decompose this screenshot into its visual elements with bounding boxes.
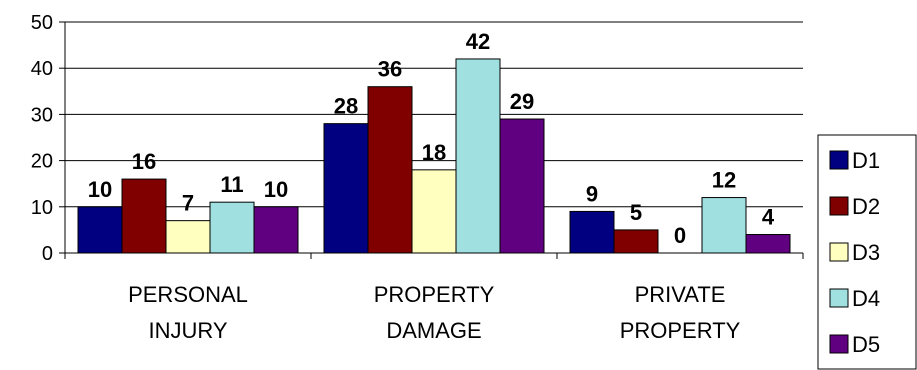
category-label: PROPERTY [620,318,741,343]
category-label: PRIVATE [635,282,726,307]
category-label: PERSONAL [128,282,248,307]
legend-label-d3: D3 [852,240,880,265]
bar-d1-cat2 [323,123,369,254]
data-label: 10 [264,177,288,202]
bar-d5-cat1 [253,206,299,254]
bar-d2-cat1 [121,178,167,254]
y-tick-label: 0 [42,243,53,265]
data-label: 4 [762,205,775,230]
y-tick-label: 10 [31,197,53,219]
data-label: 0 [674,223,686,248]
category-label: INJURY [148,318,227,343]
legend-swatch-d3 [829,242,849,262]
bar-d4-cat1 [209,201,255,254]
bar-d1-cat3 [569,210,615,254]
bar-d2-cat2 [367,86,413,254]
y-tick-label: 30 [31,104,53,126]
bar-d1-cat1 [77,206,123,254]
gridlines [65,21,803,208]
bars [77,58,791,254]
y-tick-label: 50 [31,12,53,34]
bar-d2-cat3 [613,229,659,254]
category-labels: PERSONAL INJURY PROPERTY DAMAGE PRIVATE PROPE… [128,282,741,343]
bar-d4-cat2 [455,58,501,254]
data-label: 7 [182,191,194,216]
data-label: 16 [132,149,156,174]
data-label: 10 [88,177,112,202]
bar-d5-cat3 [745,234,791,254]
data-labels: 10 16 7 11 10 28 36 18 42 29 9 5 0 12 4 [88,29,775,248]
data-label: 12 [712,168,736,193]
legend: D1 D2 D3 D4 D5 [817,134,917,370]
data-label: 5 [630,200,642,225]
bar-d3-cat2 [411,169,457,254]
bar-d3-cat1 [165,220,211,254]
legend-swatch-d4 [829,288,849,308]
legend-label-d2: D2 [852,194,880,219]
y-axis-ticks: 0 10 20 30 40 50 [31,12,65,265]
legend-label-d4: D4 [852,286,880,311]
legend-swatch-d5 [829,334,849,354]
category-label: DAMAGE [386,318,481,343]
y-tick-label: 20 [31,151,53,173]
legend-swatch-d1 [829,150,849,170]
legend-label-d1: D1 [852,148,880,173]
data-label: 18 [422,140,446,165]
category-label: PROPERTY [374,282,495,307]
data-label: 9 [586,181,598,206]
bar-d5-cat2 [499,118,545,254]
legend-swatch-d2 [829,196,849,216]
bar-d4-cat3 [701,197,747,254]
y-tick-label: 40 [31,58,53,80]
data-label: 29 [510,89,534,114]
data-label: 36 [378,57,402,82]
data-label: 28 [334,94,358,119]
data-label: 11 [220,172,243,197]
legend-label-d5: D5 [852,332,880,357]
data-label: 42 [466,29,490,54]
